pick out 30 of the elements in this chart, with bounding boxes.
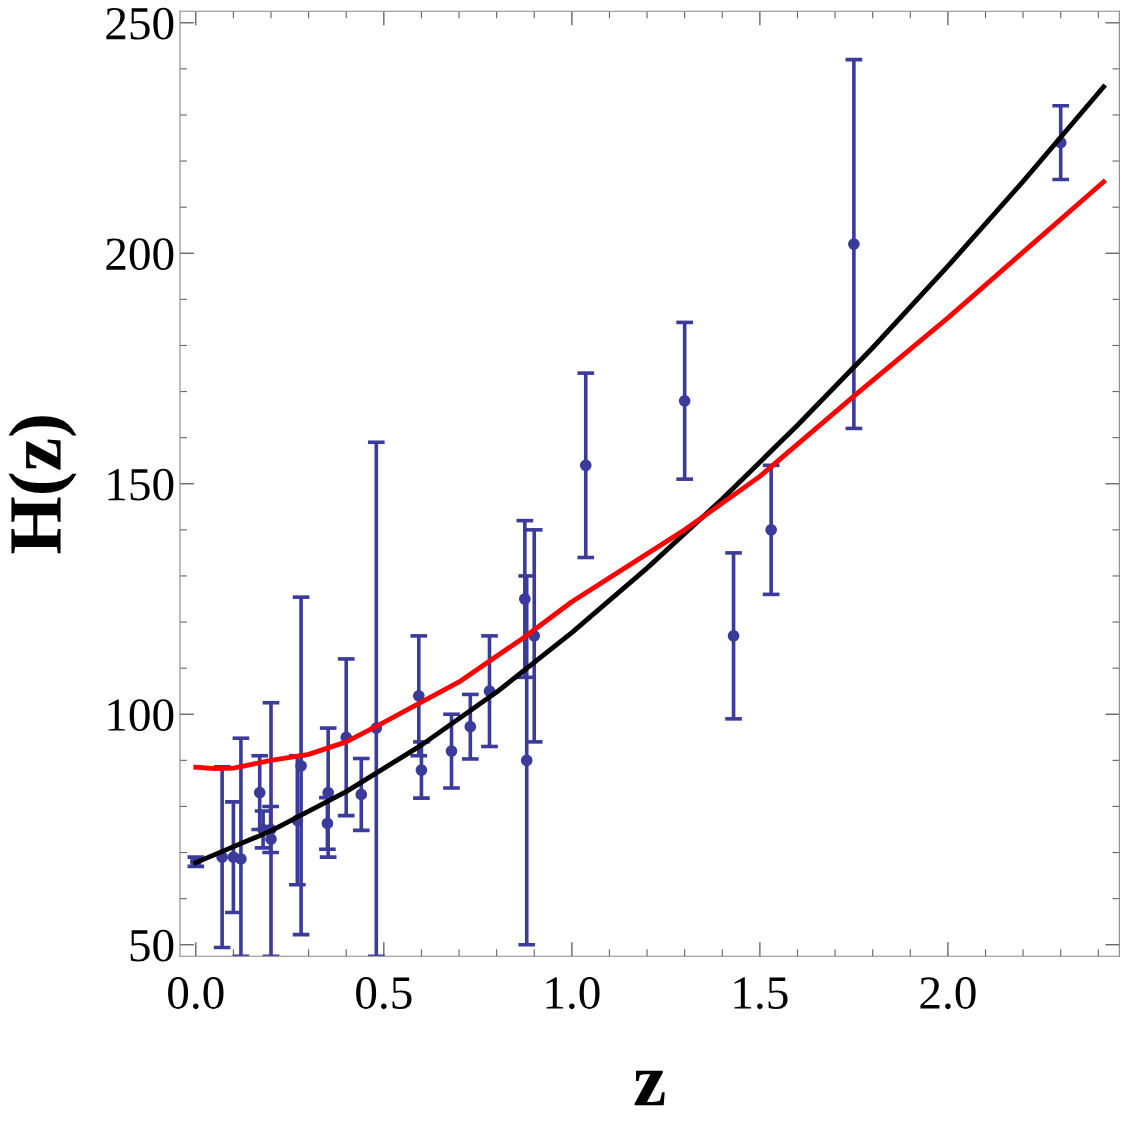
point: [520, 754, 533, 767]
x-tick-label: 1.0: [546, 977, 600, 1010]
y-tick-label: 100: [108, 699, 174, 732]
point: [415, 764, 428, 776]
point: [727, 630, 740, 642]
point: [412, 689, 425, 702]
point: [518, 593, 531, 605]
point: [848, 238, 860, 250]
y-axis-title: H(z): [8, 416, 77, 554]
point: [355, 788, 368, 801]
line-series: [193, 179, 1107, 772]
point: [464, 720, 477, 733]
x-axis-title: z: [634, 1070, 665, 1106]
y-tick-label: 250: [106, 7, 174, 40]
point: [235, 853, 247, 865]
x-tick-label: 2.0: [920, 977, 976, 1010]
point: [321, 817, 334, 830]
y-tick-label: 50: [130, 929, 174, 962]
x-tick-label: 0.0: [168, 977, 224, 1010]
y-tick-label: 150: [108, 468, 174, 501]
point: [678, 394, 691, 407]
point: [765, 524, 777, 536]
point: [579, 459, 592, 472]
y-tick-label: 200: [106, 238, 174, 271]
point: [265, 833, 277, 846]
point: [295, 760, 307, 772]
x-tick-label: 1.5: [734, 977, 788, 1010]
x-tick-label: 0.5: [356, 977, 412, 1010]
point: [253, 786, 266, 799]
point: [445, 745, 458, 757]
